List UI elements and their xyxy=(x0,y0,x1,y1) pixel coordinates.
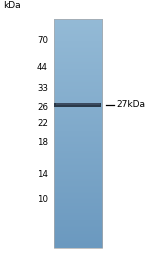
Bar xyxy=(54,103,101,107)
Bar xyxy=(54,19,102,248)
Text: 10: 10 xyxy=(37,195,48,204)
Text: 70: 70 xyxy=(37,36,48,45)
Bar xyxy=(56,103,100,105)
Text: 22: 22 xyxy=(37,119,48,128)
Text: 18: 18 xyxy=(37,138,48,147)
Text: 14: 14 xyxy=(37,170,48,179)
Text: 44: 44 xyxy=(37,63,48,72)
Text: 33: 33 xyxy=(37,84,48,93)
Text: 27kDa: 27kDa xyxy=(117,100,146,109)
Text: 26: 26 xyxy=(37,103,48,112)
Text: kDa: kDa xyxy=(3,1,20,10)
